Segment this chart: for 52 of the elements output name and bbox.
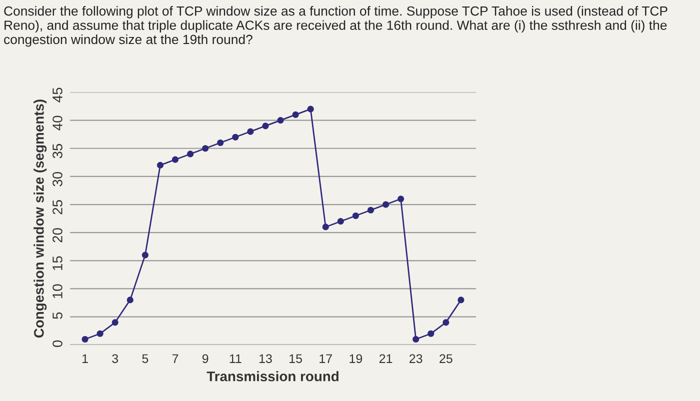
x-tick-label: 7: [172, 354, 178, 363]
point: [307, 106, 314, 112]
point: [82, 336, 88, 343]
point: [367, 206, 374, 214]
y-tick-label: 20: [52, 228, 62, 242]
y-tick-label: 0: [52, 340, 62, 348]
point: [458, 296, 464, 304]
y-tick-label: 10: [52, 284, 62, 298]
x-tick-label: 11: [230, 354, 242, 363]
y-tick-label: 25: [52, 200, 62, 214]
point: [352, 212, 359, 220]
point: [442, 319, 450, 326]
x-tick-label: 9: [202, 354, 208, 364]
point: [322, 224, 329, 230]
point: [337, 218, 344, 225]
y-axis-title: Congestion window size (segments): [34, 100, 47, 338]
y-tick-label: 40: [52, 116, 62, 130]
point: [232, 134, 239, 140]
x-tick-label: 21: [379, 354, 392, 363]
point: [398, 196, 404, 202]
point: [112, 319, 118, 326]
x-tick-label: 23: [410, 354, 422, 364]
point: [262, 122, 269, 130]
x-tick-label: 5: [142, 354, 148, 364]
point: [96, 330, 104, 337]
point: [126, 296, 134, 304]
x-axis-title: Transmission round: [206, 371, 338, 382]
chart-title: Consider the following plot of TCP window size as a function of time. Suppose TCP Tahoe is used (instead of TCP Reno), and assume that triple duplicate ACKs are received at the 16th round. What are (i) the ssthresh and (ii) the congestion window size at the 19th round?: [4, 6, 668, 47]
x-tick-label: 17: [320, 354, 332, 363]
point: [202, 145, 209, 152]
y-tick-label: 45: [52, 88, 62, 102]
y-tick-label: 15: [52, 256, 62, 270]
y-tick-label: 30: [52, 172, 62, 186]
point: [247, 128, 254, 135]
point: [382, 201, 390, 208]
x-tick-label: 15: [290, 354, 302, 364]
y-tick-label: 5: [52, 312, 62, 319]
point: [428, 330, 434, 337]
x-tick-label: 3: [112, 354, 118, 364]
point: [187, 150, 194, 158]
point: [292, 111, 299, 118]
point: [156, 162, 164, 169]
point: [277, 117, 284, 124]
point: [217, 139, 224, 146]
point: [172, 156, 179, 163]
x-tick-label: 19: [350, 354, 362, 364]
point: [412, 336, 420, 343]
x-tick-label: 25: [440, 354, 452, 364]
y-tick-label: 35: [52, 144, 62, 158]
point: [142, 252, 148, 258]
x-tick-label: 13: [259, 354, 272, 364]
x-tick-label: 1: [82, 354, 88, 363]
